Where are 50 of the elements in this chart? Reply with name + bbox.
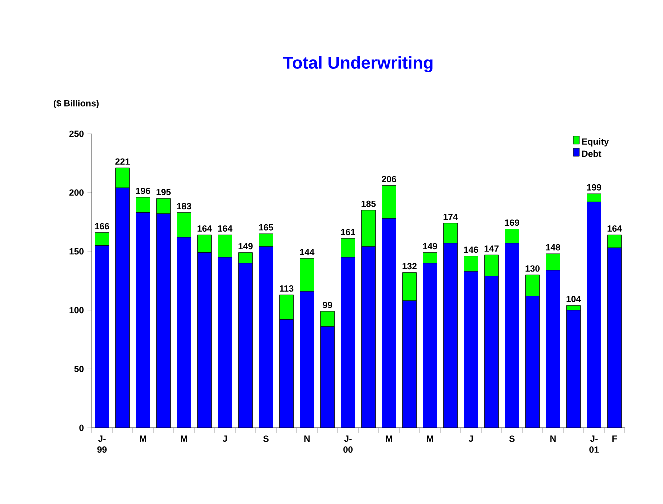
legend-label: Equity (582, 138, 610, 147)
total-label: 165 (259, 224, 274, 231)
total-label: 144 (300, 249, 315, 256)
x-tick-label: N (304, 436, 310, 442)
total-label: 164 (218, 226, 233, 232)
total-label: 149 (238, 243, 253, 250)
y-axis-title: ($ Billions) (54, 100, 99, 108)
x-tick-label: S (264, 436, 269, 442)
total-label: 132 (402, 263, 417, 270)
x-tick-label: J (222, 436, 228, 442)
total-label: 161 (341, 229, 356, 236)
total-label: 221 (116, 158, 130, 165)
x-tick-label: J (468, 436, 474, 442)
x-tick-label: J- 00 (344, 436, 353, 453)
total-label: 199 (587, 184, 602, 191)
x-tick-label: J- 99 (98, 436, 107, 453)
total-label: 146 (464, 246, 478, 254)
chart-title: Total Underwriting (283, 56, 433, 73)
total-label: 113 (280, 286, 294, 292)
x-tick-label: M (181, 436, 188, 442)
total-label: 196 (136, 188, 150, 194)
total-label: 149 (423, 243, 438, 250)
total-label: 174 (444, 214, 458, 220)
y-tick-label: 200 (70, 190, 84, 196)
y-tick-label: 50 (74, 366, 84, 372)
total-label: 185 (362, 200, 376, 208)
y-tick-label: 0 (80, 424, 84, 432)
x-tick-label: M (386, 436, 392, 442)
total-label: 104 (566, 296, 582, 303)
x-tick-label: F (612, 436, 618, 442)
total-label: 130 (526, 266, 540, 272)
x-tick-label: M (140, 436, 146, 442)
total-label: 206 (382, 176, 396, 183)
total-label: 183 (177, 203, 192, 210)
total-label: 166 (95, 223, 110, 230)
total-label: 169 (505, 220, 520, 226)
x-tick-label: S (510, 436, 515, 442)
y-tick-label: 250 (70, 130, 84, 138)
x-tick-label: J- 01 (590, 436, 599, 453)
total-label: 195 (156, 189, 171, 196)
y-tick-label: 150 (70, 248, 84, 255)
total-label: 99 (323, 302, 332, 308)
total-label: 164 (608, 226, 622, 232)
total-label: 164 (198, 226, 212, 232)
x-tick-label: M (427, 436, 434, 442)
y-tick-label: 100 (70, 307, 84, 314)
total-label: 147 (484, 246, 499, 252)
x-tick-label: N (550, 436, 556, 442)
total-label: 148 (546, 244, 560, 251)
legend-label: Debt (582, 150, 602, 158)
